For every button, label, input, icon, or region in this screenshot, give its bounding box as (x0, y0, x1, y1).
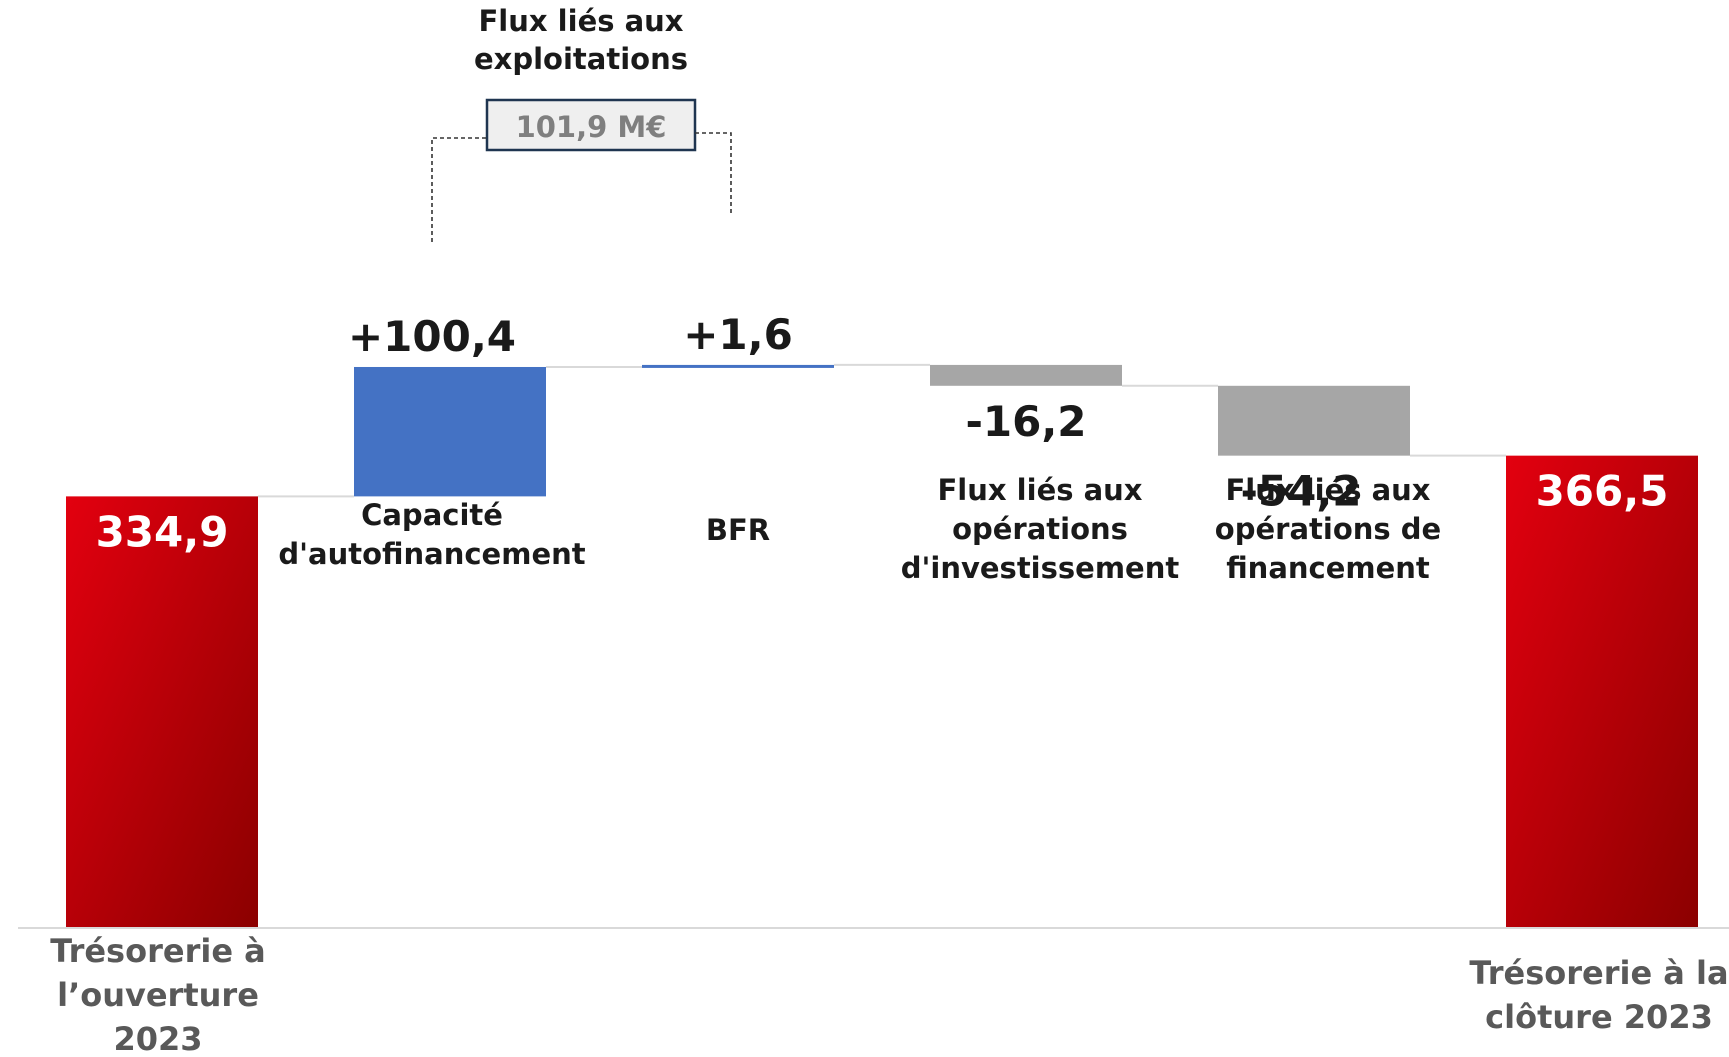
bars (66, 364, 1698, 928)
group-total-box (485, 98, 697, 152)
category-label-1: Capacité d'autofinancement (278, 498, 585, 571)
bar-3 (930, 364, 1122, 386)
bar-1 (354, 366, 546, 497)
value-label-4: -54,2 (1240, 467, 1361, 516)
category-label-3: Flux liés aux opérations d'investissement (901, 473, 1180, 585)
value-label-0: 334,9 (96, 507, 229, 556)
operating-flows-group: Flux liés aux exploitations 101,9 M€ (431, 4, 732, 242)
group-bracket-right (695, 132, 732, 214)
bar-5 (1506, 455, 1698, 928)
group-title: Flux liés aux exploitations (474, 4, 688, 76)
category-label-2: BFR (706, 513, 770, 547)
value-label-5: 366,5 (1536, 467, 1669, 516)
category-labels: Trésorerie à l’ouverture 2023 Capacité d'aut… (50, 473, 1728, 1057)
bar-4 (1218, 385, 1410, 456)
bar-2 (642, 364, 834, 368)
group-total-label: 101,9 M€ (516, 110, 667, 144)
connector-lines (258, 363, 1506, 498)
value-label-2: +1,6 (683, 310, 793, 359)
value-label-3: -16,2 (965, 397, 1086, 446)
bar-0 (66, 496, 258, 928)
category-label-5: Trésorerie à la clôture 2023 (1469, 954, 1728, 1036)
value-label-1: +100,4 (348, 312, 516, 361)
value-labels: 334,9 +100,4 +1,6 -16,2 -54,2 366,5 (96, 310, 1669, 556)
category-label-4: Flux liés aux opérations de financement (1215, 473, 1441, 585)
group-bracket-left (431, 137, 487, 242)
category-label-0: Trésorerie à l’ouverture 2023 (50, 932, 266, 1057)
